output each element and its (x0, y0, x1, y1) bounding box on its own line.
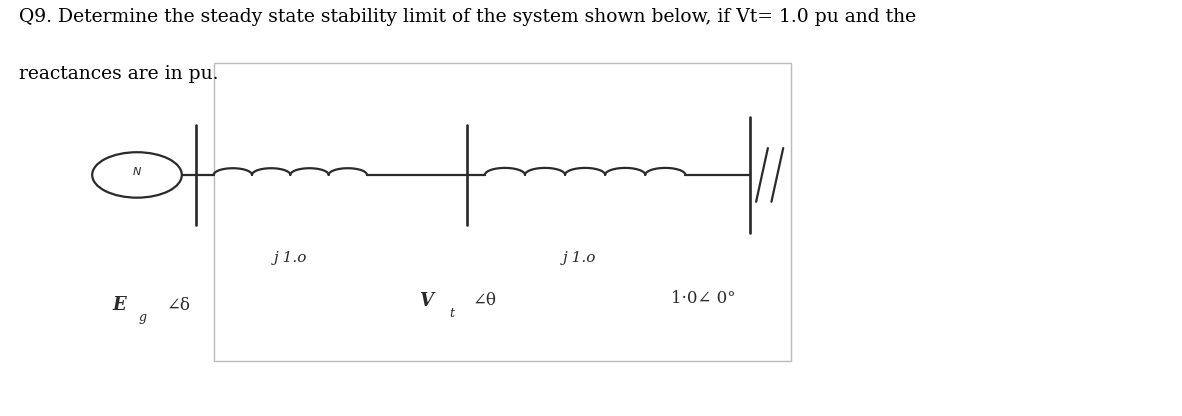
Text: reactances are in pu.: reactances are in pu. (19, 65, 219, 84)
Text: j 1.o: j 1.o (563, 250, 596, 265)
Text: j 1.o: j 1.o (273, 250, 307, 265)
Text: ∠δ: ∠δ (167, 297, 190, 314)
Text: 1·0∠ 0°: 1·0∠ 0° (670, 290, 735, 307)
Text: N: N (132, 167, 141, 177)
Text: ∠θ: ∠θ (473, 292, 496, 310)
Text: V: V (418, 292, 433, 310)
Text: Q9. Determine the steady state stability limit of the system shown below, if Vt=: Q9. Determine the steady state stability… (19, 7, 916, 26)
Text: E: E (112, 296, 126, 314)
Text: t: t (449, 307, 454, 320)
Text: g: g (139, 311, 147, 324)
